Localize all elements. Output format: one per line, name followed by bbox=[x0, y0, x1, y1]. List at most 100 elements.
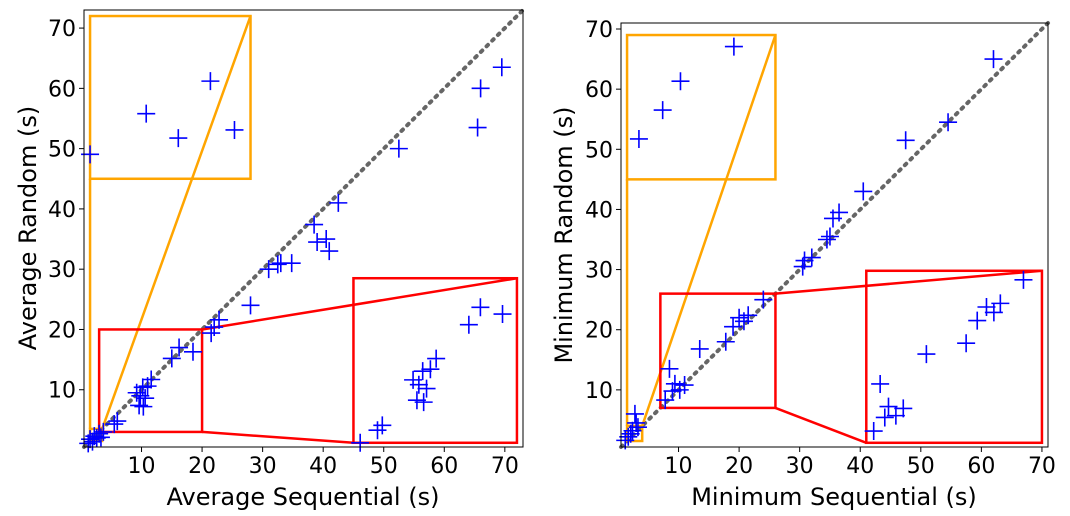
zoom-inset-box-1 bbox=[865, 269, 1044, 445]
data-point bbox=[134, 397, 153, 416]
data-point bbox=[308, 233, 327, 252]
plot-area-frame bbox=[83, 9, 524, 448]
data-point bbox=[896, 131, 915, 150]
x-tick-label: 70 bbox=[491, 454, 519, 479]
y-axis-label: Average Random (s) bbox=[14, 106, 42, 350]
inset-data-point bbox=[225, 120, 244, 139]
inset-data-point bbox=[413, 362, 432, 381]
inset-data-point bbox=[864, 422, 883, 441]
data-point bbox=[389, 139, 408, 158]
data-point bbox=[105, 415, 124, 434]
data-point bbox=[817, 230, 836, 249]
data-point bbox=[108, 412, 127, 431]
y-tick-label: 40 bbox=[585, 198, 613, 223]
data-point bbox=[305, 215, 324, 234]
data-point bbox=[241, 296, 260, 315]
inset-data-point bbox=[427, 349, 446, 368]
data-point bbox=[730, 308, 749, 327]
inset-data-point bbox=[991, 294, 1010, 313]
data-point bbox=[468, 118, 487, 137]
inset-data-point bbox=[968, 311, 987, 330]
data-point bbox=[142, 370, 161, 389]
y-tick-label: 20 bbox=[48, 318, 76, 343]
data-point bbox=[94, 422, 113, 441]
data-point bbox=[690, 339, 709, 358]
data-point bbox=[162, 349, 181, 368]
data-point bbox=[675, 376, 694, 395]
x-tick-label: 40 bbox=[309, 454, 337, 479]
inset-data-point bbox=[917, 345, 936, 364]
x-tick-label: 50 bbox=[907, 454, 935, 479]
inset-data-point bbox=[417, 379, 436, 398]
x-tick-label: 70 bbox=[1028, 454, 1056, 479]
inset-data-point bbox=[368, 421, 387, 440]
y-axis-label: Minimum Random (s) bbox=[550, 106, 578, 363]
x-tick-label: 50 bbox=[370, 454, 398, 479]
data-point bbox=[210, 310, 229, 329]
x-axis-label: Minimum Sequential (s) bbox=[691, 483, 977, 511]
inset-data-point bbox=[471, 298, 490, 317]
y-tick-label: 50 bbox=[48, 138, 76, 163]
data-point bbox=[170, 338, 189, 357]
data-point bbox=[754, 290, 773, 309]
inset-data-point bbox=[493, 305, 512, 324]
inset-data-point bbox=[894, 399, 913, 418]
data-point bbox=[183, 342, 202, 361]
data-point bbox=[317, 230, 336, 249]
data-point bbox=[282, 254, 301, 273]
data-point bbox=[627, 413, 646, 432]
y-tick-label: 40 bbox=[48, 198, 76, 223]
zoom-connector-1-b bbox=[774, 406, 867, 444]
inset-data-point bbox=[957, 334, 976, 353]
data-point bbox=[90, 424, 109, 443]
y-tick-label: 30 bbox=[48, 258, 76, 283]
inset-data-point bbox=[169, 129, 188, 148]
inset-data-point bbox=[879, 397, 898, 416]
inset-data-point bbox=[414, 393, 433, 412]
data-point bbox=[795, 251, 814, 270]
y-tick-label: 60 bbox=[48, 77, 76, 102]
data-point bbox=[802, 248, 821, 267]
x-tick-label: 10 bbox=[128, 454, 156, 479]
zoom-source-box-1 bbox=[659, 292, 777, 410]
zoom-inset-box-0 bbox=[88, 14, 252, 181]
data-point bbox=[724, 317, 743, 336]
inset-data-point bbox=[653, 101, 672, 120]
zoom-connector-1-b bbox=[201, 430, 354, 445]
x-tick-label: 30 bbox=[786, 454, 814, 479]
inset-data-point bbox=[459, 315, 478, 334]
y-tick-label: 70 bbox=[585, 18, 613, 43]
data-point bbox=[205, 318, 224, 337]
zoom-connector-1-a bbox=[775, 269, 1043, 295]
zoom-source-box-1 bbox=[97, 328, 204, 434]
data-point bbox=[492, 58, 511, 77]
inset-data-point bbox=[886, 406, 905, 425]
y-tick-label: 20 bbox=[585, 319, 613, 344]
zoom-inset-box-1 bbox=[352, 276, 519, 445]
data-point bbox=[259, 260, 278, 279]
data-point bbox=[716, 332, 735, 351]
data-point bbox=[130, 396, 149, 415]
inset-data-point bbox=[373, 416, 392, 435]
data-point bbox=[739, 306, 758, 325]
data-point bbox=[471, 79, 490, 98]
y-tick-label: 70 bbox=[48, 17, 76, 42]
data-point bbox=[268, 255, 287, 274]
inset-data-point bbox=[409, 375, 428, 394]
x-tick-label: 40 bbox=[846, 454, 874, 479]
inset-data-point bbox=[984, 303, 1003, 322]
data-point bbox=[660, 359, 679, 378]
inset-data-point bbox=[724, 37, 743, 56]
inset-data-point bbox=[871, 374, 890, 393]
left-scatter-panel: 10 20 30 40 50 60 70 10 20 30 40 50 60 70 Average Sequ… bbox=[14, 8, 525, 511]
y-tick-label: 60 bbox=[585, 78, 613, 103]
x-tick-label: 60 bbox=[430, 454, 458, 479]
inset-data-point bbox=[629, 129, 648, 148]
data-point bbox=[984, 50, 1003, 69]
inset-data-point bbox=[1014, 270, 1033, 289]
inset-data-point bbox=[977, 297, 996, 316]
data-point bbox=[830, 203, 849, 222]
data-point bbox=[131, 386, 150, 405]
inset-data-point bbox=[671, 72, 690, 91]
